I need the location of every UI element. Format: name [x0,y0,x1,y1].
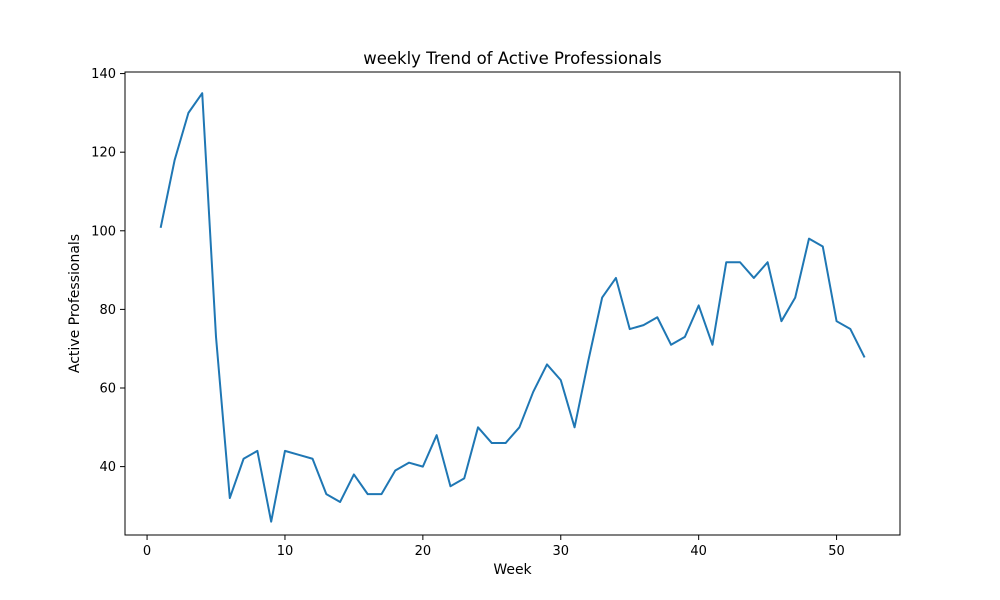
y-tick-label: 100 [91,224,116,239]
y-tick-label: 80 [99,303,116,318]
y-tick-label: 140 [91,67,116,82]
y-tick-label: 60 [99,382,116,397]
x-tick-label: 0 [143,544,151,559]
plot-area [124,71,901,536]
y-tick-label: 120 [91,146,116,161]
x-tick-label: 20 [415,544,432,559]
x-axis-label: Week [493,562,532,578]
x-tick-label: 30 [552,544,569,559]
chart-title: weekly Trend of Active Professionals [363,49,662,68]
y-tick-label: 40 [99,460,116,475]
x-tick-label: 50 [828,544,845,559]
axes-frame [124,71,901,536]
x-tick-label: 40 [690,544,707,559]
x-tick-label: 10 [277,544,294,559]
y-axis-label: Active Professionals [67,234,83,373]
axis-ticks: 0 10 20 30 40 50 40 60 80 100 120 140 [91,67,845,559]
series-line-1 [159,92,866,523]
